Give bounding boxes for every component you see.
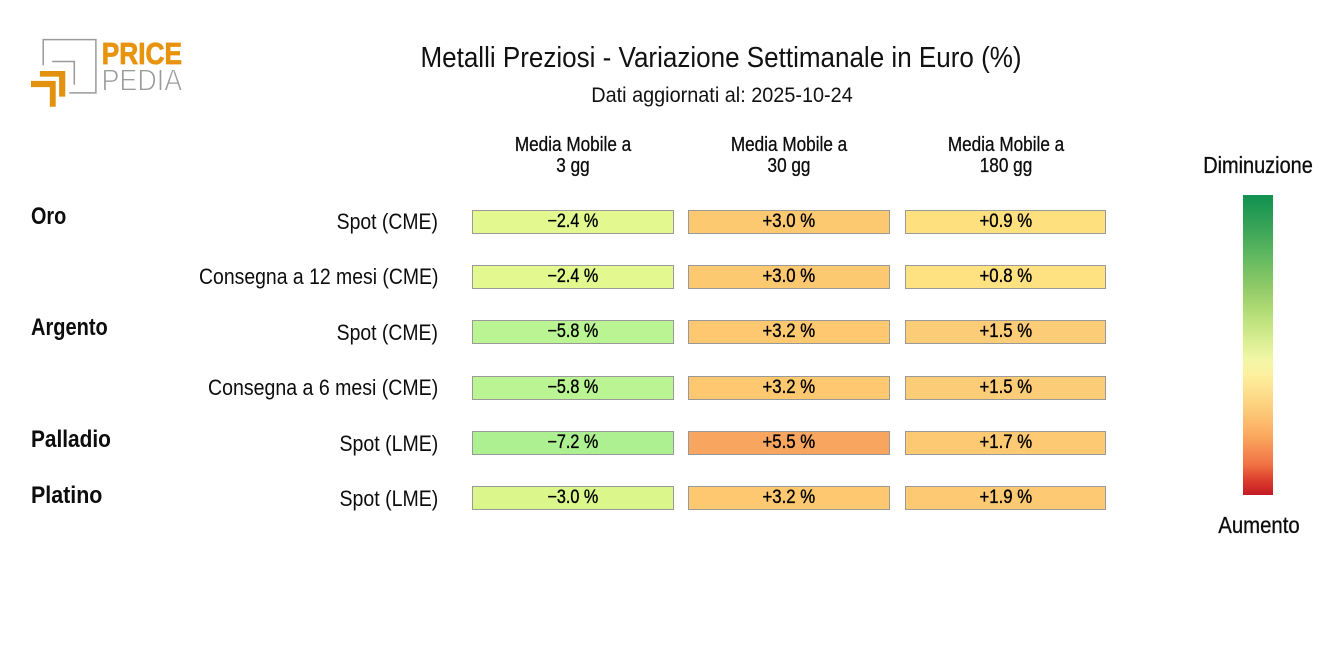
svg-text:PRICE: PRICE: [102, 37, 182, 71]
svg-text:PEDIA: PEDIA: [102, 64, 183, 98]
